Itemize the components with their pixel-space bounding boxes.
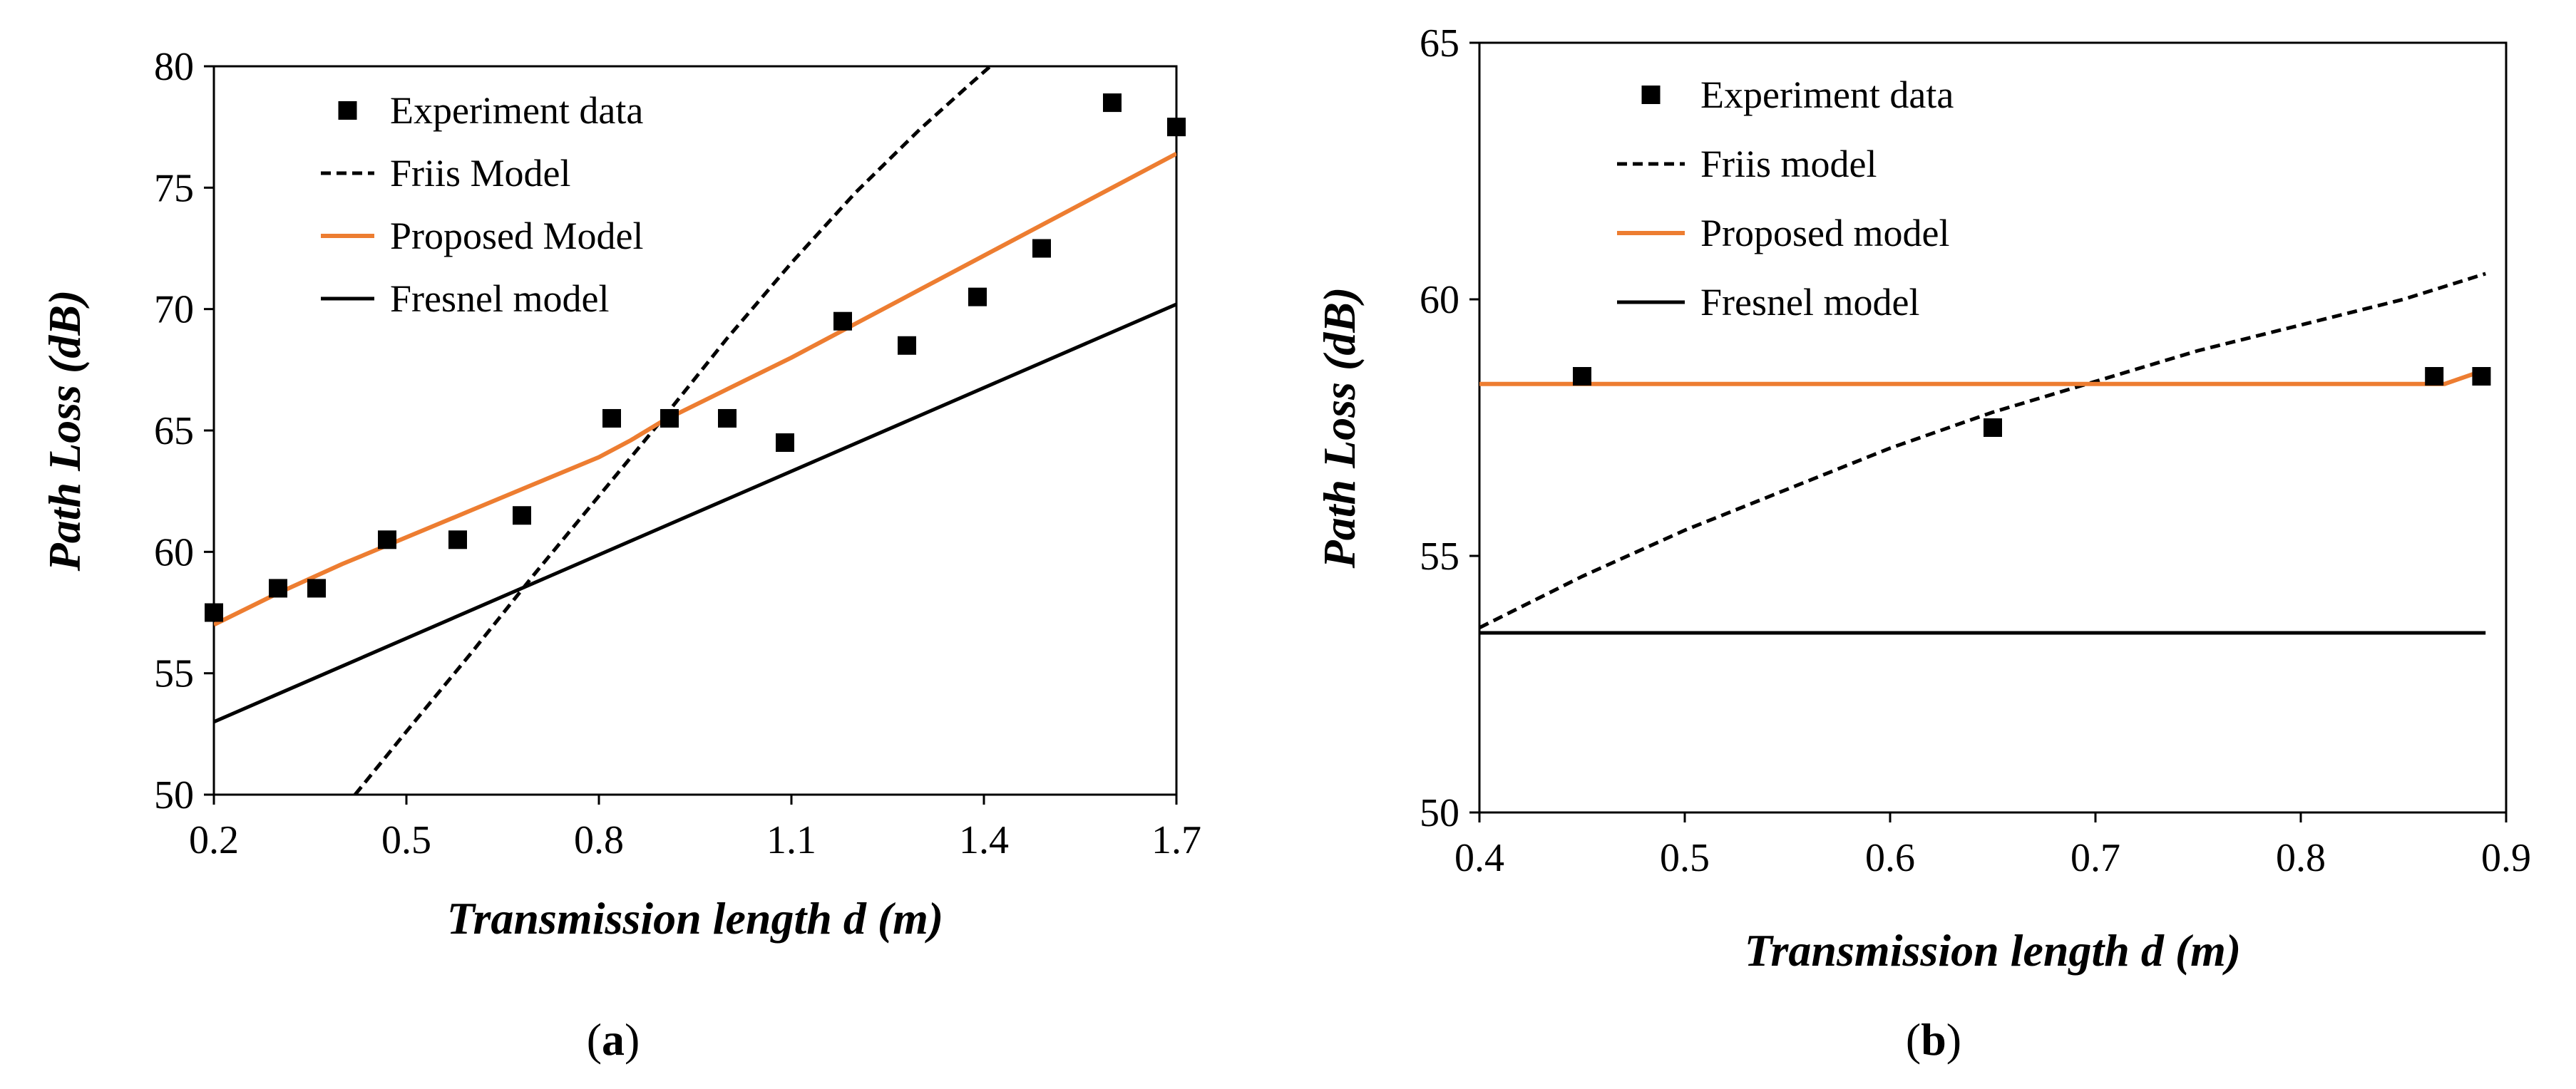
- data-point-experiment-data: [513, 506, 531, 525]
- data-point-experiment-data: [1103, 93, 1122, 113]
- x-tick-label: 0.4: [1454, 836, 1504, 880]
- y-tick-label: 55: [1420, 535, 1459, 579]
- legend-label: Proposed model: [1700, 212, 1949, 254]
- legend-item-experiment-data: Experiment data: [338, 89, 643, 132]
- legend-label: Proposed Model: [390, 215, 643, 257]
- x-tick-label: 0.5: [1660, 836, 1710, 880]
- chart-panel-b: 0.4 0.5 0.6 0.7 0.8 0.9 50 55 60 65 Experiment da…: [1314, 21, 2531, 1065]
- data-point-experiment-data: [205, 603, 223, 622]
- legend-label: Friis model: [1700, 143, 1877, 185]
- y-tick-label: 65: [154, 409, 194, 453]
- legend-b: Experiment data Friis model Proposed model…: [1617, 73, 1954, 324]
- chart-panel-a: 0.2 0.5 0.8 1.1 1.4 1.7 50 55 60 65 70 75 80 Experim…: [39, 45, 1201, 1065]
- legend-swatch: [1641, 86, 1661, 104]
- data-point-experiment-data: [602, 408, 621, 428]
- y-tick-label: 60: [154, 530, 194, 574]
- x-tick-label: 0.2: [189, 818, 239, 862]
- y-tick-label: 70: [154, 288, 194, 332]
- legend-item-friis-model: Friis model: [1617, 143, 1877, 185]
- y-tick-label: 75: [154, 166, 194, 210]
- x-tick-label: 0.8: [2276, 836, 2326, 880]
- data-point-experiment-data: [1984, 418, 2002, 437]
- legend-item-friis-model: Friis Model: [321, 152, 571, 195]
- data-point-experiment-data: [269, 579, 287, 598]
- data-point-experiment-data: [2425, 367, 2444, 386]
- plot-area-a: [212, 65, 1178, 796]
- y-tick-label: 80: [154, 45, 194, 89]
- panel-label-a: (a): [587, 1014, 640, 1065]
- data-point-experiment-data: [833, 311, 852, 331]
- x-tick-label: 0.5: [381, 818, 431, 862]
- legend-label: Fresnel model: [1700, 281, 1919, 324]
- panel-letter-a: a: [602, 1014, 625, 1065]
- legend-label: Fresnel model: [390, 277, 609, 320]
- x-tick-label: 1.1: [766, 818, 816, 862]
- ticks-layer-b: 0.4 0.5 0.6 0.7 0.8 0.9 50 55 60 65: [1420, 21, 2531, 880]
- x-tick-label: 1.7: [1151, 818, 1201, 862]
- ticks-layer-a: 0.2 0.5 0.8 1.1 1.4 1.7 50 55 60 65 70 75 80: [154, 45, 1201, 862]
- legend-item-fresnel-model: Fresnel model: [321, 277, 609, 320]
- x-tick-label: 0.8: [574, 818, 624, 862]
- data-point-experiment-data: [2472, 367, 2491, 386]
- legend-swatch: [338, 101, 357, 120]
- legend-a: Experiment data Friis Model Proposed Model…: [321, 89, 643, 320]
- series-layer-a: [205, 66, 1186, 795]
- data-point-experiment-data: [660, 408, 679, 428]
- y-axis-title-b: Path Loss (dB): [1314, 287, 1365, 569]
- series-line-friis-model: [354, 66, 992, 795]
- y-tick-label: 65: [1420, 21, 1459, 66]
- series-layer-b: [1479, 272, 2491, 635]
- data-point-experiment-data: [307, 579, 326, 598]
- legend-label: Friis Model: [390, 152, 571, 195]
- data-point-experiment-data: [378, 530, 396, 549]
- y-axis-title-a: Path Loss (dB): [39, 290, 90, 572]
- series-line-proposed-model: [1479, 368, 2483, 386]
- y-tick-label: 50: [154, 773, 194, 817]
- x-tick-label: 0.7: [2070, 836, 2120, 880]
- y-tick-label: 50: [1420, 791, 1459, 835]
- y-tick-label: 55: [154, 652, 194, 696]
- series-line-friis-model: [1479, 272, 2486, 630]
- series-clip-b: [1479, 272, 2486, 635]
- legend-label: Experiment data: [390, 89, 643, 132]
- x-tick-label: 1.4: [959, 818, 1009, 862]
- x-axis-title-a: Transmission length d (m): [447, 893, 943, 944]
- x-tick-label: 0.9: [2481, 836, 2531, 880]
- data-point-experiment-data: [1573, 367, 1591, 386]
- x-tick-label: 0.6: [1865, 836, 1915, 880]
- legend-item-experiment-data: Experiment data: [1641, 73, 1954, 116]
- legend-item-proposed-model: Proposed model: [1617, 212, 1949, 254]
- data-point-experiment-data: [776, 433, 794, 453]
- legend-item-proposed-model: Proposed Model: [321, 215, 643, 257]
- series-line-fresnel-model: [214, 302, 1176, 724]
- panel-label-b: (b): [1906, 1014, 1961, 1065]
- data-point-experiment-data: [898, 336, 916, 355]
- x-axis-title-b: Transmission length d (m): [1745, 925, 2241, 976]
- data-point-experiment-data: [968, 287, 987, 306]
- data-point-experiment-data: [1167, 118, 1186, 137]
- data-point-experiment-data: [718, 408, 737, 428]
- data-point-experiment-data: [1032, 239, 1051, 258]
- legend-item-fresnel-model: Fresnel model: [1617, 281, 1919, 324]
- data-point-experiment-data: [448, 530, 467, 549]
- y-tick-label: 60: [1420, 278, 1459, 322]
- legend-label: Experiment data: [1700, 73, 1954, 116]
- panel-letter-b: b: [1921, 1014, 1946, 1065]
